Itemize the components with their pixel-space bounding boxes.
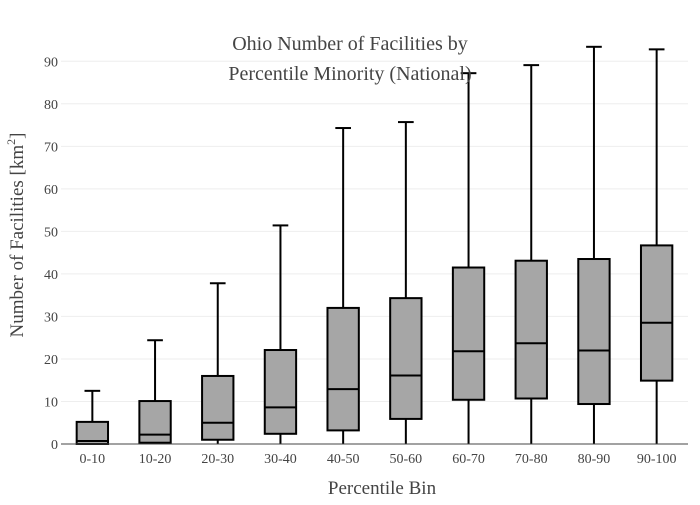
box-10-20: [138, 339, 172, 444]
x-tick-label: 50-60: [390, 452, 423, 467]
box-0-10: [75, 389, 110, 446]
box-90-100: [639, 48, 674, 444]
iqr-box: [577, 258, 611, 406]
y-axis-label-close: ]: [7, 133, 28, 139]
y-axis-label-superscript: 2: [4, 139, 18, 145]
box-40-50: [326, 127, 360, 444]
x-tick-label: 10-20: [139, 452, 172, 467]
x-tick-label: 70-80: [515, 452, 548, 467]
x-tick-label: 40-50: [327, 452, 360, 467]
y-tick-label: 30: [44, 310, 58, 325]
chart-title-line-2: Percentile Minority (National): [228, 63, 471, 85]
y-axis-label-main: Number of Facilities [km: [7, 145, 28, 338]
box-30-40: [263, 224, 298, 444]
x-tick-label: 30-40: [264, 452, 297, 467]
y-tick-label: 90: [44, 55, 58, 70]
boxes: [75, 45, 674, 446]
x-tick-label: 80-90: [578, 452, 611, 467]
y-axis-label: Number of Facilities [km2]: [4, 133, 28, 338]
y-tick-label: 80: [44, 98, 58, 113]
x-tick-label: 20-30: [201, 452, 234, 467]
iqr-box: [263, 349, 298, 435]
y-tick-label: 70: [44, 140, 58, 155]
y-tick-label: 0: [51, 438, 58, 453]
x-axis-label: Percentile Bin: [328, 478, 437, 499]
x-tick-label: 60-70: [452, 452, 485, 467]
y-tick-label: 60: [44, 183, 58, 198]
box-20-30: [201, 282, 235, 444]
iqr-box: [138, 400, 172, 444]
box-50-60: [389, 121, 423, 444]
y-tick-label: 10: [44, 395, 58, 410]
x-tick-label: 0-10: [80, 452, 106, 467]
iqr-box: [514, 259, 548, 400]
iqr-box: [326, 306, 360, 432]
iqr-box: [451, 266, 486, 401]
gridlines: [61, 60, 688, 402]
x-tick-label: 90-100: [637, 452, 677, 467]
y-tick-label: 40: [44, 268, 58, 283]
iqr-box: [389, 297, 423, 420]
box-70-80: [514, 64, 548, 444]
box-60-70: [451, 72, 486, 444]
y-tick-label: 50: [44, 225, 58, 240]
iqr-box: [639, 244, 674, 382]
iqr-box: [201, 374, 235, 441]
chart-title-line-1: Ohio Number of Facilities by: [232, 33, 468, 55]
box-80-90: [577, 45, 611, 444]
y-tick-label: 20: [44, 353, 58, 368]
tick-labels: 0 10 20 30 40 50 60 70 80 90 0-10 10-20 20-30 30-40 40…: [44, 55, 676, 467]
